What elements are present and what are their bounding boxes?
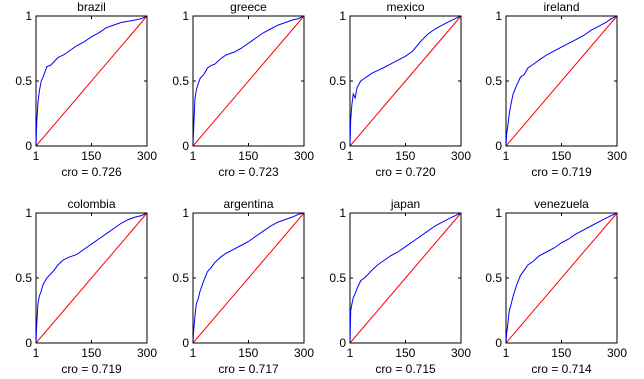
x-tick-label: 1	[347, 346, 354, 360]
series-line	[505, 15, 618, 147]
x-axis-label: cro = 0.720	[375, 165, 436, 179]
y-tick-label: 0.5	[485, 271, 502, 285]
series-line	[349, 212, 462, 344]
x-tick-label: 300	[607, 346, 627, 360]
series-line	[192, 212, 305, 344]
y-tick-label: 0.5	[172, 74, 189, 88]
panel-title: ireland	[543, 0, 579, 14]
x-tick-label: 150	[395, 149, 415, 163]
chart-panel: mexico 0 0.5 1 1 150 300 cro = 0.720	[329, 0, 471, 179]
series-line	[505, 212, 618, 344]
series-line	[35, 15, 148, 147]
panel-title: japan	[390, 197, 420, 211]
x-tick-label: 1	[33, 149, 40, 163]
x-tick-label: 300	[294, 346, 314, 360]
y-tick-label: 0	[182, 139, 189, 153]
panel-title: greece	[230, 0, 267, 14]
y-tick-label: 0.5	[329, 74, 346, 88]
x-tick-label: 1	[190, 149, 197, 163]
x-tick-label: 300	[607, 149, 627, 163]
series-line	[349, 212, 462, 344]
y-tick-label: 1	[495, 9, 502, 23]
y-tick-label: 1	[339, 206, 346, 220]
series-line	[192, 15, 305, 147]
x-axis-label: cro = 0.726	[61, 165, 122, 179]
x-axis-label: cro = 0.715	[375, 362, 436, 376]
panel-title: argentina	[223, 197, 273, 211]
x-tick-label: 1	[503, 149, 510, 163]
series-line	[192, 15, 305, 147]
y-tick-label: 0.5	[485, 74, 502, 88]
series-line	[505, 15, 618, 147]
x-tick-label: 300	[137, 346, 157, 360]
x-axis-label: cro = 0.714	[531, 362, 592, 376]
x-tick-label: 1	[33, 346, 40, 360]
x-tick-label: 300	[294, 149, 314, 163]
x-tick-label: 150	[551, 149, 571, 163]
panel-title: venezuela	[534, 197, 589, 211]
x-tick-label: 1	[347, 149, 354, 163]
chart-panel: argentina 0 0.5 1 1 150 300 cro = 0.717	[172, 197, 314, 376]
y-tick-label: 1	[182, 9, 189, 23]
chart-panel: brazil 0 0.5 1 1 150 300 cro = 0.726	[15, 0, 157, 179]
x-axis-label: cro = 0.719	[61, 362, 122, 376]
chart-panel: japan 0 0.5 1 1 150 300 cro = 0.715	[329, 197, 471, 376]
y-tick-label: 0.5	[172, 271, 189, 285]
series-line	[349, 15, 462, 147]
x-tick-label: 300	[137, 149, 157, 163]
x-tick-label: 150	[238, 149, 258, 163]
y-tick-label: 0	[339, 336, 346, 350]
y-tick-label: 0	[25, 336, 32, 350]
y-tick-label: 1	[339, 9, 346, 23]
series-line	[192, 212, 305, 344]
y-tick-label: 0	[495, 139, 502, 153]
x-axis-label: cro = 0.723	[218, 165, 279, 179]
y-tick-label: 0	[25, 139, 32, 153]
panel-title: colombia	[67, 197, 115, 211]
y-tick-label: 1	[182, 206, 189, 220]
y-tick-label: 1	[495, 206, 502, 220]
y-tick-label: 0.5	[329, 271, 346, 285]
x-tick-label: 300	[451, 149, 471, 163]
y-tick-label: 0.5	[15, 74, 32, 88]
y-tick-label: 0	[339, 139, 346, 153]
x-axis-label: cro = 0.717	[218, 362, 279, 376]
y-tick-label: 1	[25, 206, 32, 220]
chart-panel: ireland 0 0.5 1 1 150 300 cro = 0.719	[485, 0, 627, 179]
x-tick-label: 150	[238, 346, 258, 360]
y-tick-label: 0.5	[15, 271, 32, 285]
y-tick-label: 1	[25, 9, 32, 23]
x-tick-label: 1	[190, 346, 197, 360]
panel-title: brazil	[77, 0, 106, 14]
series-line	[349, 15, 462, 147]
x-tick-label: 150	[551, 346, 571, 360]
chart-panel: colombia 0 0.5 1 1 150 300 cro = 0.719	[15, 197, 157, 376]
x-axis-label: cro = 0.719	[531, 165, 592, 179]
y-tick-label: 0	[182, 336, 189, 350]
x-tick-label: 1	[503, 346, 510, 360]
x-tick-label: 150	[395, 346, 415, 360]
series-line	[35, 212, 148, 344]
series-line	[35, 212, 148, 344]
x-tick-label: 150	[81, 346, 101, 360]
chart-panel: greece 0 0.5 1 1 150 300 cro = 0.723	[172, 0, 314, 179]
panel-title: mexico	[386, 0, 424, 14]
series-line	[35, 15, 148, 147]
y-tick-label: 0	[495, 336, 502, 350]
x-tick-label: 150	[81, 149, 101, 163]
x-tick-label: 300	[451, 346, 471, 360]
chart-panel: venezuela 0 0.5 1 1 150 300 cro = 0.714	[485, 197, 627, 376]
series-line	[505, 212, 618, 344]
